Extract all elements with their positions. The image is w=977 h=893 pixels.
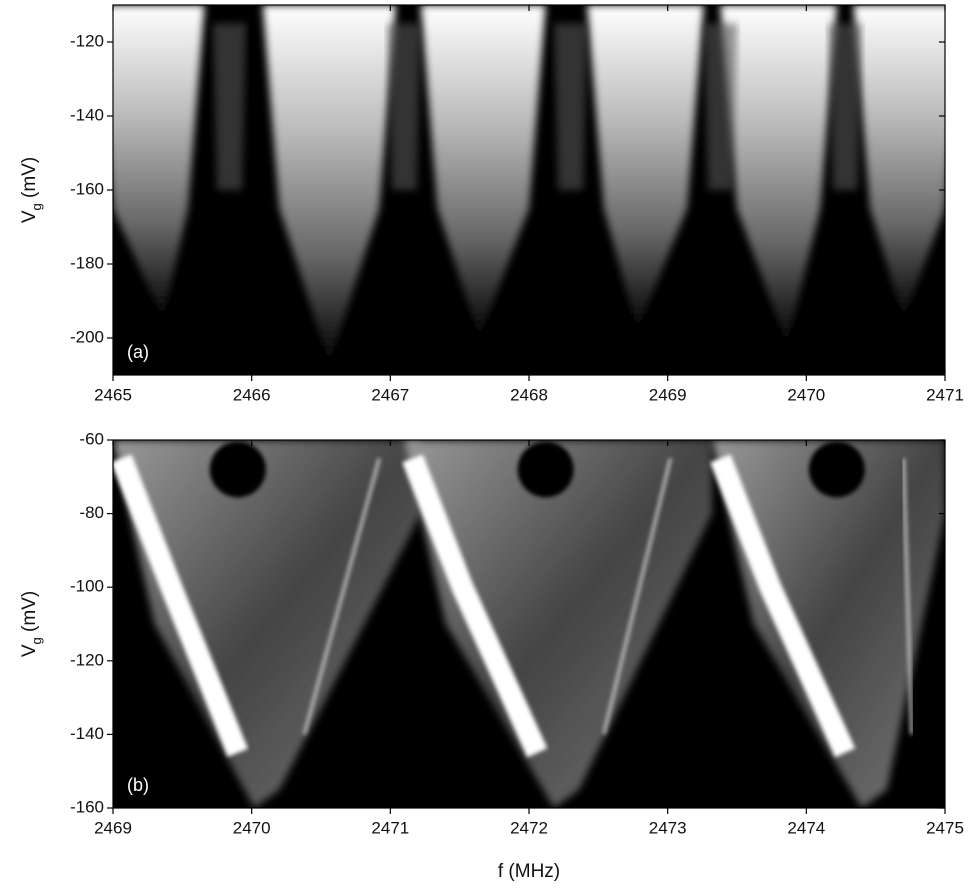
heat-region	[262, 5, 396, 364]
x-tick-label: 2475	[926, 818, 964, 837]
heat-edge	[901, 458, 914, 735]
heat-edge	[302, 458, 381, 735]
y-tick-label: -60	[79, 429, 104, 448]
y-tick-label: -120	[70, 31, 104, 50]
y-tick-label: -200	[70, 327, 104, 346]
y-axis-label-part: g	[29, 203, 44, 210]
heat-ridge	[387, 23, 421, 190]
y-tick-label: -100	[70, 577, 104, 596]
y-tick-label: -120	[70, 650, 104, 669]
x-tick-label: 2466	[233, 385, 271, 404]
x-tick-label: 2470	[233, 818, 271, 837]
y-axis-label-part: (mV)	[19, 591, 40, 637]
heat-region	[853, 5, 945, 320]
heat-region	[113, 5, 205, 320]
y-tick-label: -160	[70, 179, 104, 198]
y-axis-label: Vg (mV)	[19, 157, 44, 223]
heat-edge	[402, 454, 548, 758]
heatmap	[113, 440, 945, 808]
x-tick-label: 2473	[649, 818, 687, 837]
y-tick-label: -160	[70, 797, 104, 816]
x-tick-label: 2467	[371, 385, 409, 404]
heat-edge	[710, 454, 856, 758]
x-tick-label: 2470	[787, 385, 825, 404]
y-tick-label: -140	[70, 105, 104, 124]
heat-blob	[517, 441, 574, 498]
y-tick-label: -180	[70, 253, 104, 272]
heat-ridge	[553, 23, 588, 190]
heat-ridge	[828, 23, 862, 190]
y-axis-label: Vg (mV)	[19, 591, 44, 657]
y-tick-label: -140	[70, 724, 104, 743]
x-tick-label: 2471	[371, 818, 409, 837]
y-tick-label: -80	[79, 503, 104, 522]
heat-ridge	[703, 23, 737, 190]
x-tick-label: 2468	[510, 385, 548, 404]
heat-edge	[113, 454, 249, 757]
y-axis-label-part: (mV)	[19, 157, 40, 203]
x-tick-label: 2469	[649, 385, 687, 404]
panel-label: (a)	[127, 342, 149, 362]
heat-region	[113, 440, 421, 808]
y-axis-label-part: g	[29, 637, 44, 644]
y-axis-label-part: V	[19, 210, 40, 223]
heat-blob	[209, 441, 266, 498]
heat-region	[712, 440, 945, 808]
heat-region	[720, 5, 837, 346]
x-tick-label: 2472	[510, 818, 548, 837]
x-axis-label: f (MHz)	[498, 861, 560, 882]
y-axis-label-part: V	[19, 644, 40, 657]
heat-ridge	[212, 23, 247, 190]
heat-edge	[602, 458, 672, 735]
x-tick-label: 2471	[926, 385, 964, 404]
heat-region	[587, 5, 704, 331]
x-tick-label: 2474	[787, 818, 825, 837]
heat-region	[420, 5, 546, 338]
heat-region	[404, 440, 713, 808]
panel-label: (b)	[127, 775, 149, 795]
heat-blob	[808, 441, 865, 498]
heatmap	[113, 5, 945, 375]
x-tick-label: 2465	[94, 385, 132, 404]
x-tick-label: 2469	[94, 818, 132, 837]
